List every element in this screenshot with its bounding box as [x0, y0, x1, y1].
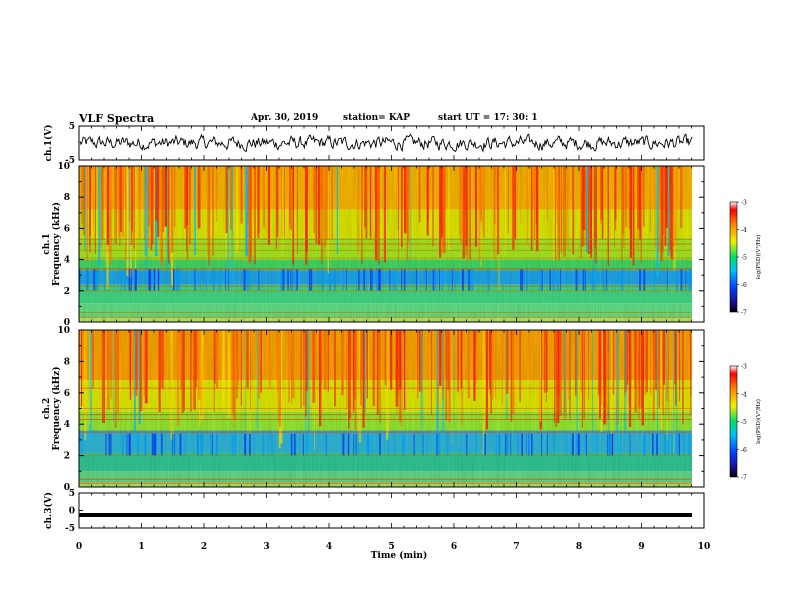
x-tick-label: 8	[576, 542, 582, 552]
y-tick-label: -5	[65, 156, 75, 166]
x-tick-label: 5	[388, 542, 394, 552]
y-tick-label: 5	[69, 122, 75, 132]
y-tick-label: 8	[64, 357, 70, 367]
waveform-frame	[78, 492, 705, 529]
x-tick-label: 7	[513, 542, 519, 552]
colorbar-tick-label: -4	[741, 391, 747, 398]
noise-overlay	[79, 166, 692, 322]
x-tick-label: 9	[638, 542, 644, 552]
colorbar-tick-label: -7	[741, 475, 747, 482]
y-tick-label: 0	[64, 483, 70, 493]
x-tick-label: 3	[263, 542, 269, 552]
x-tick-label: 0	[76, 542, 82, 552]
ch1-spectrogram-colorbar	[729, 201, 738, 313]
colorbar-tick-label: -6	[741, 282, 747, 289]
y-tick-label: 4	[64, 256, 70, 266]
ch2-spectrogram-colorbar	[729, 365, 738, 478]
start-time-label: start UT = 17: 30: 1	[438, 113, 538, 123]
ch2-spectrogram-ylabel: Frequency (kHz)	[51, 366, 62, 450]
y-tick-label: 0	[64, 318, 70, 328]
x-tick-label: 1	[138, 542, 144, 552]
ch1-spectrogram-colorbar-label: log(PSD)(V²/Hz)	[755, 235, 762, 280]
station-label: station= KAP	[343, 113, 411, 123]
x-tick-label: 6	[451, 542, 457, 552]
ch2-spectrogram-colorbar-label: log(PSD)(V²/Hz)	[755, 399, 762, 444]
ch3-waveform-ylabel: ch.3(V)	[43, 492, 54, 529]
waveform-frame	[78, 125, 705, 161]
y-tick-label: -5	[65, 524, 75, 534]
x-tick-label: 2	[201, 542, 207, 552]
figure-title: VLF Spectra	[79, 112, 155, 125]
ch1-spectrogram-heatmap	[79, 166, 738, 322]
y-tick-label: 0	[69, 507, 75, 517]
y-tick-label: 2	[64, 287, 70, 297]
noise-overlay	[79, 330, 692, 487]
colorbar-tick-label: -4	[741, 227, 747, 234]
colorbar-tick-label: -7	[741, 310, 747, 317]
ch2-spectrogram-channel-label: ch.2	[42, 398, 52, 419]
ch1-spectrogram-channel-label: ch.1	[42, 233, 52, 254]
colorbar-tick-label: -5	[741, 255, 747, 262]
ch1-waveform-trace	[79, 133, 693, 153]
no-data-region	[692, 330, 704, 487]
ch1-waveform-ylabel: ch.1(V)	[43, 125, 54, 162]
ch2-spectrogram-heatmap	[79, 330, 738, 487]
y-tick-label: 6	[64, 224, 70, 234]
y-tick-label: 10	[57, 162, 70, 172]
colorbar-tick-label: -6	[741, 447, 747, 454]
y-tick-label: 2	[64, 452, 70, 462]
y-tick-label: 8	[64, 193, 70, 203]
date-label: Apr. 30, 2019	[251, 113, 319, 123]
x-tick-label: 10	[698, 542, 711, 552]
x-axis-label: Time (min)	[371, 550, 428, 561]
x-tick-label: 4	[326, 542, 332, 552]
y-tick-label: 4	[64, 420, 70, 430]
ch1-spectrogram-ylabel: Frequency (kHz)	[51, 202, 62, 286]
y-tick-label: 10	[57, 326, 70, 336]
colorbar-tick-label: -5	[741, 419, 747, 426]
colorbar-tick-label: -3	[741, 200, 747, 207]
y-tick-label: 5	[69, 489, 75, 499]
y-tick-label: 6	[64, 389, 70, 399]
colorbar-tick-label: -3	[741, 364, 747, 371]
no-data-region	[692, 166, 704, 322]
